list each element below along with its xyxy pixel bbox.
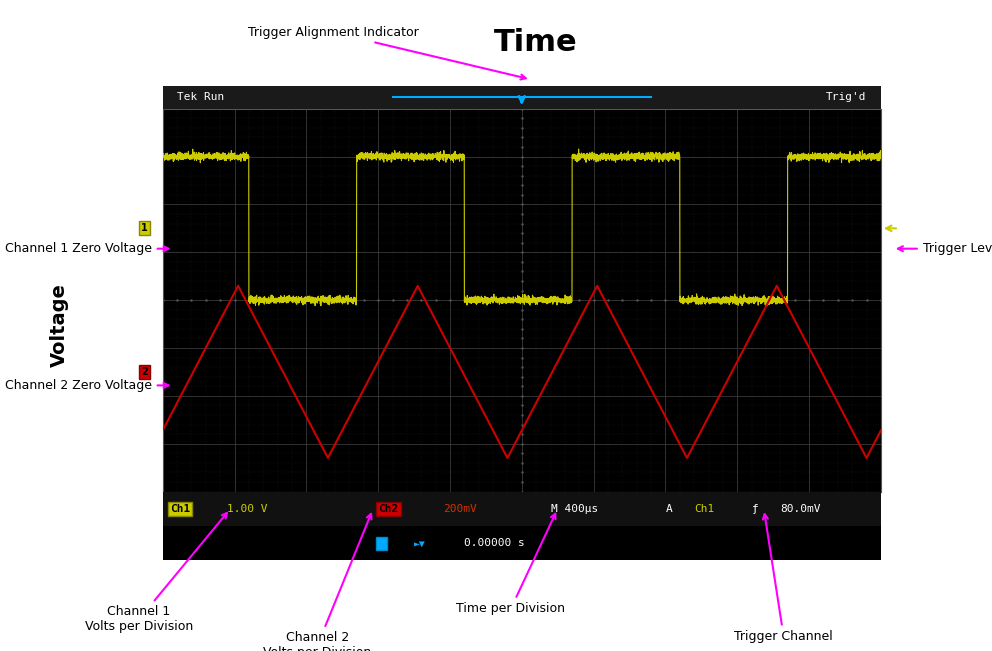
Text: Channel 1
Volts per Division: Channel 1 Volts per Division xyxy=(84,513,227,633)
Text: Ch1: Ch1 xyxy=(694,504,714,514)
Text: Ch2: Ch2 xyxy=(378,504,399,514)
Text: Trigger Level: Trigger Level xyxy=(898,242,992,255)
Text: A: A xyxy=(666,504,673,514)
Text: T: T xyxy=(378,538,385,548)
Text: Time per Division: Time per Division xyxy=(456,514,565,615)
Text: 1.00 V: 1.00 V xyxy=(227,504,268,514)
Text: Trigger Channel: Trigger Channel xyxy=(734,514,833,643)
Text: Tek Run: Tek Run xyxy=(177,92,224,102)
Text: 80.0mV: 80.0mV xyxy=(781,504,820,514)
Bar xyxy=(163,526,881,561)
Text: M 400μs: M 400μs xyxy=(551,504,598,514)
Text: 1: 1 xyxy=(141,223,148,233)
Text: Voltage: Voltage xyxy=(50,284,69,367)
Bar xyxy=(163,86,881,109)
Text: 2: 2 xyxy=(141,367,148,377)
Bar xyxy=(163,492,881,526)
Text: Trig'd: Trig'd xyxy=(826,92,867,102)
Text: Channel 1 Zero Voltage: Channel 1 Zero Voltage xyxy=(5,242,169,255)
Text: Channel 2 Zero Voltage: Channel 2 Zero Voltage xyxy=(5,379,169,392)
Text: Channel 2
Volts per Division: Channel 2 Volts per Division xyxy=(263,514,372,651)
Text: ►▼: ►▼ xyxy=(414,538,426,548)
Text: Trigger Alignment Indicator: Trigger Alignment Indicator xyxy=(248,26,526,79)
Text: Ch1: Ch1 xyxy=(170,504,190,514)
Text: Time: Time xyxy=(494,28,577,57)
Text: 12 Feb  2004
03:09:19: 12 Feb 2004 03:09:19 xyxy=(792,533,867,554)
Text: 0.00000 s: 0.00000 s xyxy=(464,538,525,548)
Text: 200mV: 200mV xyxy=(442,504,476,514)
Text: ƒ: ƒ xyxy=(752,504,758,514)
